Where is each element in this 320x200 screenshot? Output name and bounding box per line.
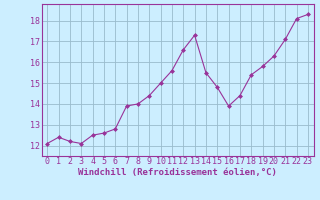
X-axis label: Windchill (Refroidissement éolien,°C): Windchill (Refroidissement éolien,°C) [78,168,277,177]
